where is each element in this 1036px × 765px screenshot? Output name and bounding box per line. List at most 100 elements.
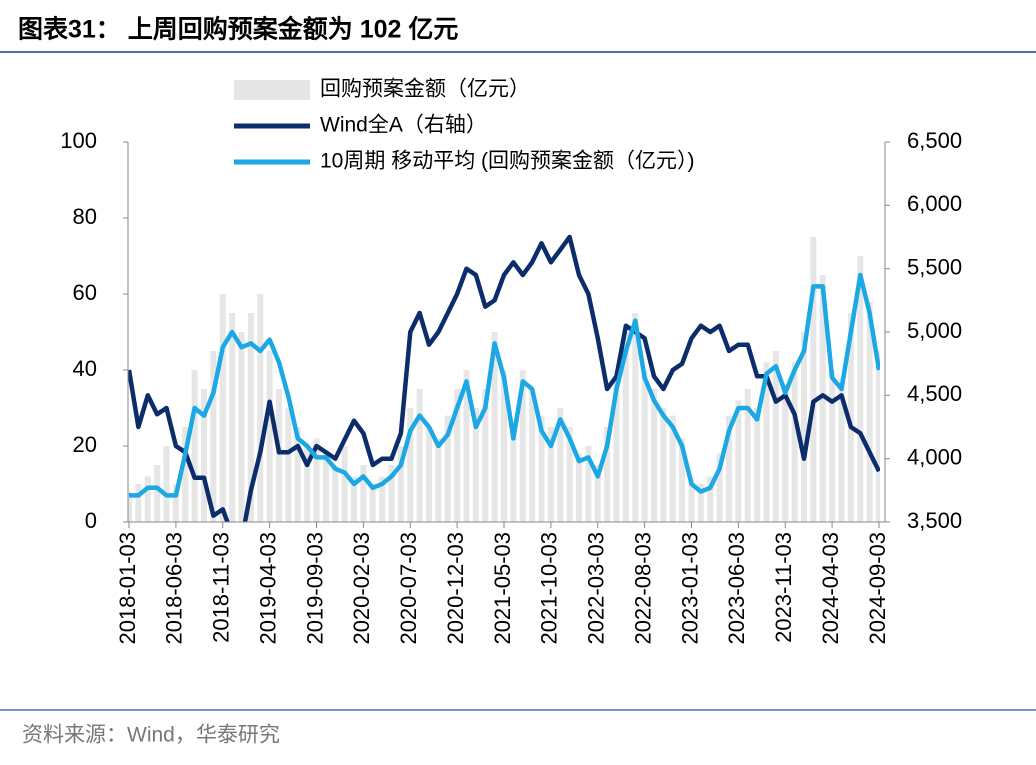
- bar: [397, 446, 404, 522]
- bar: [285, 408, 292, 522]
- bar: [857, 256, 864, 522]
- x-tick-label: 2024-09-03: [865, 532, 890, 645]
- chart-title: 图表31： 上周回购预案金额为 102 亿元: [18, 15, 458, 44]
- bar: [660, 408, 667, 522]
- legend-label: Wind全A（右轴）: [320, 114, 487, 137]
- bar: [463, 370, 470, 522]
- legend-swatch: [234, 80, 310, 100]
- bar: [838, 377, 845, 522]
- bar: [191, 370, 198, 522]
- bar: [322, 453, 329, 522]
- bar: [651, 389, 657, 522]
- x-tick-label: 2021-05-03: [490, 532, 515, 645]
- x-tick-label: 2018-11-03: [209, 532, 234, 643]
- bar: [229, 313, 236, 522]
- x-tick-label: 2019-09-03: [302, 532, 327, 645]
- bar: [576, 453, 582, 522]
- bar: [388, 465, 395, 522]
- bar: [128, 491, 132, 522]
- bar: [510, 427, 517, 522]
- bar: [829, 370, 836, 522]
- bar: [754, 408, 761, 522]
- bar: [669, 415, 676, 522]
- bar: [501, 370, 507, 522]
- y2-tick-label: 4,000: [907, 444, 962, 469]
- source: 资料来源：Wind，华泰研究: [22, 724, 280, 747]
- lines: [128, 234, 880, 522]
- line: [129, 272, 880, 498]
- bar: [379, 476, 386, 522]
- bar: [632, 313, 639, 522]
- x-tick-label: 2023-06-03: [724, 532, 749, 645]
- bar: [557, 408, 564, 522]
- bar: [351, 476, 357, 522]
- bar: [257, 294, 264, 522]
- bar: [594, 465, 601, 522]
- bar: [294, 427, 301, 522]
- bar: [276, 389, 282, 522]
- legend-label: 回购预案金额（亿元）: [320, 78, 530, 101]
- y-tick-label: 60: [73, 280, 97, 305]
- y2-tick-label: 5,500: [907, 254, 962, 279]
- axes: 0 20 40 60 80 100 3,500 4,000 4,500 5,000 5,500 6,0…: [60, 128, 962, 645]
- bar: [810, 237, 817, 522]
- bar: [266, 351, 273, 522]
- x-tick-label: 2023-01-03: [677, 532, 702, 645]
- bar: [369, 484, 376, 522]
- bar: [566, 427, 573, 522]
- bar: [360, 465, 367, 522]
- bar: [313, 438, 320, 522]
- bar: [144, 476, 151, 522]
- bar: [726, 415, 732, 522]
- bar: [454, 389, 461, 522]
- x-tick-label: 2024-04-03: [818, 532, 843, 645]
- bar: [866, 301, 873, 522]
- bar: [163, 446, 170, 522]
- x-tick-label: 2022-08-03: [630, 532, 655, 645]
- bar: [707, 476, 714, 522]
- bar: [763, 362, 770, 522]
- bar: [238, 332, 245, 522]
- bar: [135, 484, 142, 522]
- bar: [735, 400, 742, 522]
- bar: [416, 389, 423, 522]
- bar: [716, 453, 723, 522]
- bar: [585, 446, 592, 522]
- bar: [791, 362, 798, 522]
- y2-tick-label: 6,000: [907, 191, 962, 216]
- bar: [688, 476, 695, 522]
- x-tick-label: 2022-03-03: [584, 532, 609, 645]
- x-tick-label: 2020-12-03: [443, 532, 468, 645]
- bar: [304, 446, 311, 522]
- y2-tick-label: 4,500: [907, 381, 962, 406]
- x-tick-label: 2020-07-03: [396, 532, 421, 645]
- bar: [407, 408, 414, 522]
- bar: [772, 351, 779, 522]
- y-tick-label: 40: [73, 356, 97, 381]
- bar: [426, 427, 432, 522]
- bar: [201, 389, 207, 522]
- x-tick-label: 2018-01-03: [115, 532, 140, 645]
- bar: [444, 415, 451, 522]
- bar: [529, 389, 536, 522]
- bar: [435, 438, 442, 522]
- bar: [341, 446, 348, 522]
- bar: [847, 313, 854, 522]
- y-tick-label: 80: [73, 204, 97, 229]
- bar: [613, 370, 620, 522]
- y-tick-label: 0: [85, 508, 97, 533]
- bar: [641, 370, 648, 522]
- bar: [519, 370, 526, 522]
- bar: [154, 465, 161, 522]
- line: [128, 234, 880, 522]
- y2-tick-label: 3,500: [907, 508, 962, 533]
- bar: [801, 332, 807, 522]
- y2-tick-label: 5,000: [907, 318, 962, 343]
- bar: [332, 465, 339, 522]
- bar: [604, 427, 611, 522]
- x-tick-label: 2020-02-03: [349, 532, 374, 645]
- y-tick-label: 20: [73, 432, 97, 457]
- y2-tick-label: 6,500: [907, 128, 962, 153]
